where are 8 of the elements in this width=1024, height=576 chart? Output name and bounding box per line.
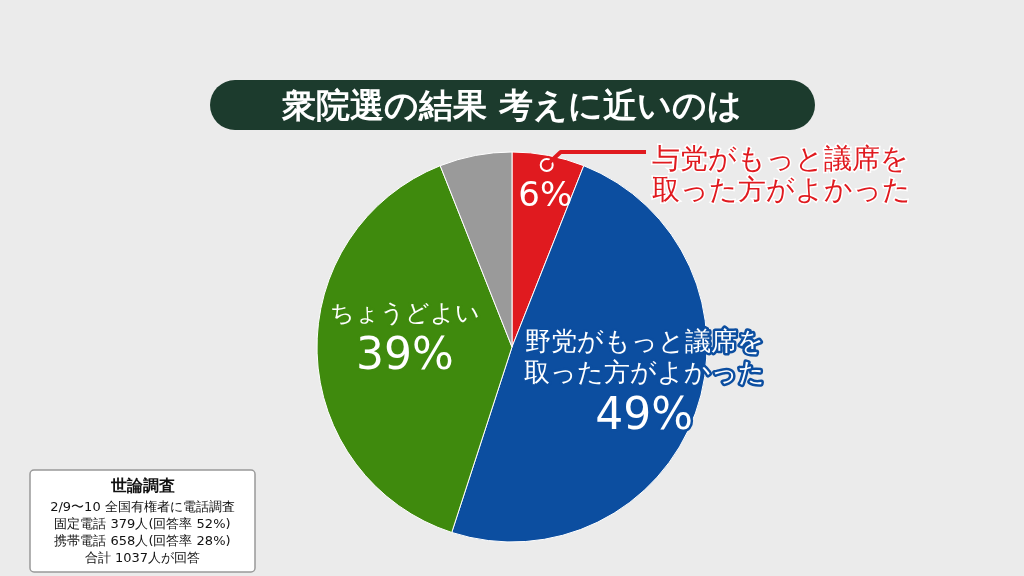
chart-title: 衆院選の結果 考えに近いのは <box>281 85 742 125</box>
data-label: 49% <box>595 387 693 439</box>
data-label: 39% <box>355 327 454 379</box>
slice-label: ちょうどよい <box>329 298 480 327</box>
data-label: 6% <box>518 173 573 214</box>
title: 衆院選の結果 考えに近いのは <box>210 80 815 130</box>
slice-label: 与党がもっと議席を取った方がよかった <box>652 142 911 206</box>
source: 世論調査 2/9〜10 全国有権者に電話調査 固定電話 379人(回答率 52%) 携帯電話 658人(回答率 28%) 合計 1037人が回答 <box>29 469 256 573</box>
